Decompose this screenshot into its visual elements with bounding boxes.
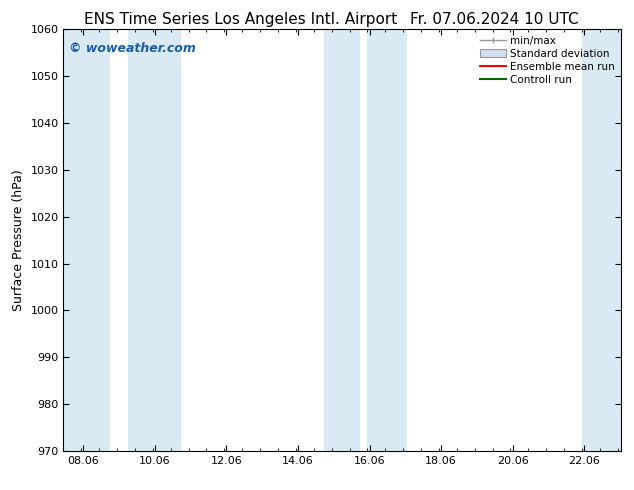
Bar <box>63 29 110 451</box>
Legend: min/max, Standard deviation, Ensemble mean run, Controll run: min/max, Standard deviation, Ensemble me… <box>476 31 619 89</box>
Bar <box>582 29 621 451</box>
Y-axis label: Surface Pressure (hPa): Surface Pressure (hPa) <box>12 169 25 311</box>
Bar <box>325 29 360 451</box>
Bar <box>367 29 407 451</box>
Text: © woweather.com: © woweather.com <box>69 42 196 55</box>
Text: ENS Time Series Los Angeles Intl. Airport: ENS Time Series Los Angeles Intl. Airpor… <box>84 12 398 27</box>
Text: Fr. 07.06.2024 10 UTC: Fr. 07.06.2024 10 UTC <box>410 12 579 27</box>
Bar <box>128 29 181 451</box>
